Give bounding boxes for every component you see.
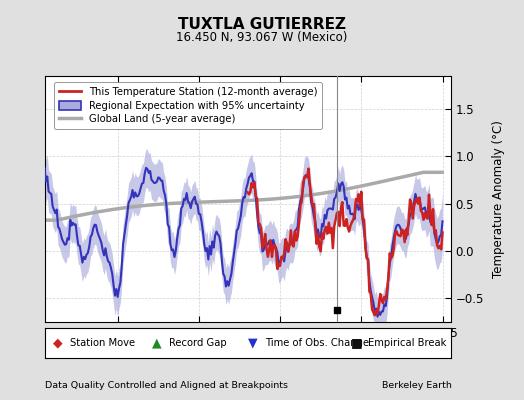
Text: Time of Obs. Change: Time of Obs. Change — [265, 338, 369, 348]
Text: 16.450 N, 93.067 W (Mexico): 16.450 N, 93.067 W (Mexico) — [176, 31, 348, 44]
Text: Station Move: Station Move — [70, 338, 135, 348]
Text: Berkeley Earth: Berkeley Earth — [382, 381, 452, 390]
Text: Record Gap: Record Gap — [169, 338, 227, 348]
Text: Data Quality Controlled and Aligned at Breakpoints: Data Quality Controlled and Aligned at B… — [45, 381, 288, 390]
Text: TUXTLA GUTIERREZ: TUXTLA GUTIERREZ — [178, 17, 346, 32]
Text: ▲: ▲ — [152, 336, 162, 350]
Y-axis label: Temperature Anomaly (°C): Temperature Anomaly (°C) — [492, 120, 505, 278]
Text: ◆: ◆ — [52, 336, 62, 350]
Text: ■: ■ — [351, 336, 363, 350]
Legend: This Temperature Station (12-month average), Regional Expectation with 95% uncer: This Temperature Station (12-month avera… — [53, 82, 322, 129]
Text: ▼: ▼ — [247, 336, 257, 350]
Text: Empirical Break: Empirical Break — [368, 338, 446, 348]
